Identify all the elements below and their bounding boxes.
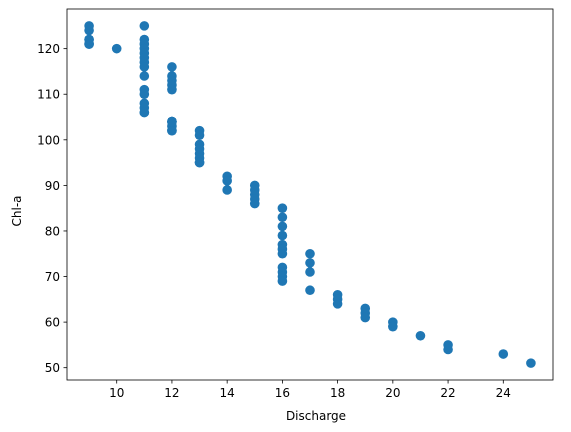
data-point: [277, 276, 288, 286]
y-axis-ticks: 50 60 70 80 90 100 110 120: [37, 42, 67, 375]
data-point: [84, 39, 94, 49]
x-tick-label: 16: [275, 386, 290, 400]
y-tick-label: 120: [37, 42, 60, 56]
data-point: [388, 321, 398, 332]
data-point: [139, 21, 150, 31]
data-point: [167, 125, 177, 136]
data-points: [84, 21, 536, 368]
x-tick-label: 14: [220, 386, 235, 400]
x-tick-label: 20: [385, 386, 400, 400]
data-point: [277, 203, 288, 213]
data-point: [194, 157, 205, 168]
data-point: [305, 285, 315, 296]
y-tick-label: 90: [45, 179, 60, 193]
y-tick-label: 100: [37, 133, 60, 147]
data-point: [194, 130, 205, 141]
x-axis-label: Discharge: [286, 409, 346, 423]
data-point: [249, 198, 260, 209]
data-point: [139, 62, 150, 72]
y-tick-label: 70: [45, 270, 60, 284]
data-point: [526, 358, 536, 368]
data-point: [498, 349, 509, 359]
y-tick-label: 80: [45, 224, 60, 238]
x-tick-label: 22: [440, 386, 455, 400]
data-point: [277, 212, 288, 223]
data-point: [305, 248, 315, 259]
data-point: [360, 312, 371, 323]
data-point: [277, 248, 288, 259]
y-tick-label: 110: [37, 88, 60, 102]
data-point: [139, 89, 150, 100]
data-point: [222, 176, 232, 186]
data-point: [111, 43, 122, 54]
axes-frame: [66, 8, 554, 381]
data-point: [167, 116, 177, 127]
data-point: [222, 185, 232, 195]
x-axis-ticks: 10 12 14 16 18 20 22 24: [109, 380, 511, 400]
y-axis-label: Chl-a: [10, 195, 24, 226]
y-tick-label: 60: [45, 316, 60, 330]
data-point: [277, 230, 288, 241]
data-point: [305, 258, 315, 268]
data-point: [332, 299, 343, 309]
data-point: [277, 221, 288, 232]
x-tick-label: 18: [330, 386, 345, 400]
data-point: [167, 84, 177, 95]
data-point: [167, 62, 177, 72]
data-point: [415, 330, 426, 341]
data-point: [84, 25, 94, 36]
x-tick-label: 24: [496, 386, 511, 400]
x-tick-label: 10: [109, 386, 124, 400]
data-point: [139, 107, 150, 118]
data-point: [139, 71, 150, 81]
plot-area: [66, 8, 554, 381]
x-tick-label: 12: [164, 386, 179, 400]
y-tick-label: 50: [45, 361, 60, 375]
data-point: [305, 267, 315, 277]
data-point: [443, 344, 453, 355]
